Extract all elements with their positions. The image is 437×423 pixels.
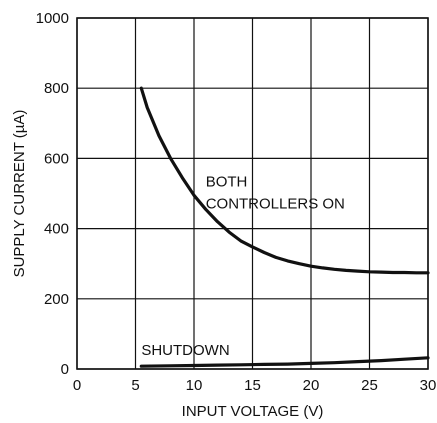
curve-label: CONTROLLERS ON (206, 195, 345, 212)
y-tick-label: 1000 (36, 10, 69, 27)
x-tick-label: 0 (73, 377, 81, 394)
x-axis-title: INPUT VOLTAGE (V) (182, 403, 324, 420)
y-tick-label: 200 (44, 291, 69, 308)
grid (76, 17, 429, 370)
series-layer (139, 86, 430, 368)
y-tick-label: 0 (61, 361, 69, 378)
x-tick-label: 15 (244, 377, 261, 394)
curve-label: BOTH (206, 173, 248, 190)
y-tick-label: 800 (44, 80, 69, 97)
x-tick-label: 20 (303, 377, 320, 394)
series-line-1 (139, 356, 430, 368)
y-tick-label: 400 (44, 221, 69, 238)
x-tick-label: 5 (131, 377, 139, 394)
plot-frame (76, 17, 429, 370)
x-tick-label: 10 (186, 377, 203, 394)
series-line-0 (139, 86, 430, 275)
curve-label: SHUTDOWN (141, 342, 229, 359)
label-layer: 0 5 10 15 20 25 30 0 200 400 600 800 1000 BOTH CONTROL… (36, 10, 437, 394)
y-axis-title: SUPPLY CURRENT (µA) (11, 110, 28, 278)
x-tick-label: 30 (420, 377, 437, 394)
x-tick-label: 25 (361, 377, 378, 394)
y-tick-label: 600 (44, 150, 69, 167)
